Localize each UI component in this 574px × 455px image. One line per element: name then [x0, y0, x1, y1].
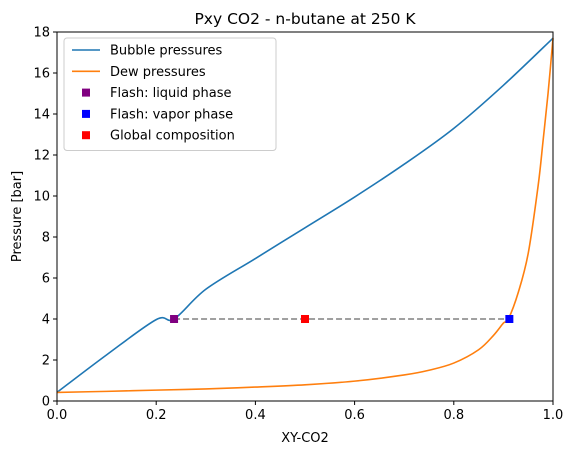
plot-frame [56, 31, 554, 402]
chart-title: Pxy CO2 - n-butane at 250 K [194, 10, 416, 28]
legend-label-flash-vapor-phase: Flash: vapor phase [110, 107, 233, 122]
x-tick-label: 0.0 [47, 408, 68, 423]
y-tick-label: 4 [42, 313, 50, 328]
y-tick-label: 0 [42, 395, 50, 410]
legend: Bubble pressures Dew pressures Flash: liqu… [63, 37, 277, 151]
series-line-dew-pressures [56, 38, 554, 394]
y-tick-label: 2 [42, 354, 50, 369]
x-tick-label: 1.0 [543, 408, 564, 423]
series-line-bubble-pressures [56, 37, 554, 394]
legend-label-flash-liquid-phase: Flash: liquid phase [110, 86, 232, 101]
legend-label-dew-pressures: Dew pressures [110, 65, 206, 80]
y-tick-label: 8 [42, 231, 50, 246]
legend-swatch-flash-liquid-phase [82, 88, 90, 97]
legend-label-bubble-pressures: Bubble pressures [110, 44, 223, 59]
legend-swatch-flash-vapor-phase [82, 109, 90, 118]
series-layer [56, 37, 554, 394]
y-tick-label: 18 [33, 26, 50, 41]
x-tick-label: 0.6 [344, 408, 365, 423]
y-tick-label: 10 [33, 190, 50, 205]
marker-flash-liquid-phase [170, 315, 179, 323]
y-tick-label: 12 [33, 149, 50, 164]
marker-global-composition [301, 315, 309, 323]
y-axis-label: Pressure [bar] [10, 171, 25, 262]
legend-box [63, 37, 277, 151]
legend-label-global-composition: Global composition [110, 129, 235, 144]
y-tick-label: 16 [33, 67, 50, 82]
x-tick-label: 0.4 [245, 408, 266, 423]
marker-flash-vapor-phase [505, 315, 514, 323]
x-axis-ticks: 0.0 0.2 0.4 0.6 0.8 1.0 [47, 401, 564, 423]
x-tick-label: 0.8 [443, 408, 464, 423]
marker-layer [170, 315, 514, 323]
legend-swatch-global-composition [82, 131, 90, 140]
y-axis-ticks: 0 2 4 6 8 10 12 14 16 18 [33, 26, 57, 410]
y-tick-label: 6 [42, 272, 50, 287]
y-tick-label: 14 [33, 108, 50, 123]
x-tick-label: 0.2 [146, 408, 167, 423]
x-axis-label: XY-CO2 [281, 431, 329, 446]
